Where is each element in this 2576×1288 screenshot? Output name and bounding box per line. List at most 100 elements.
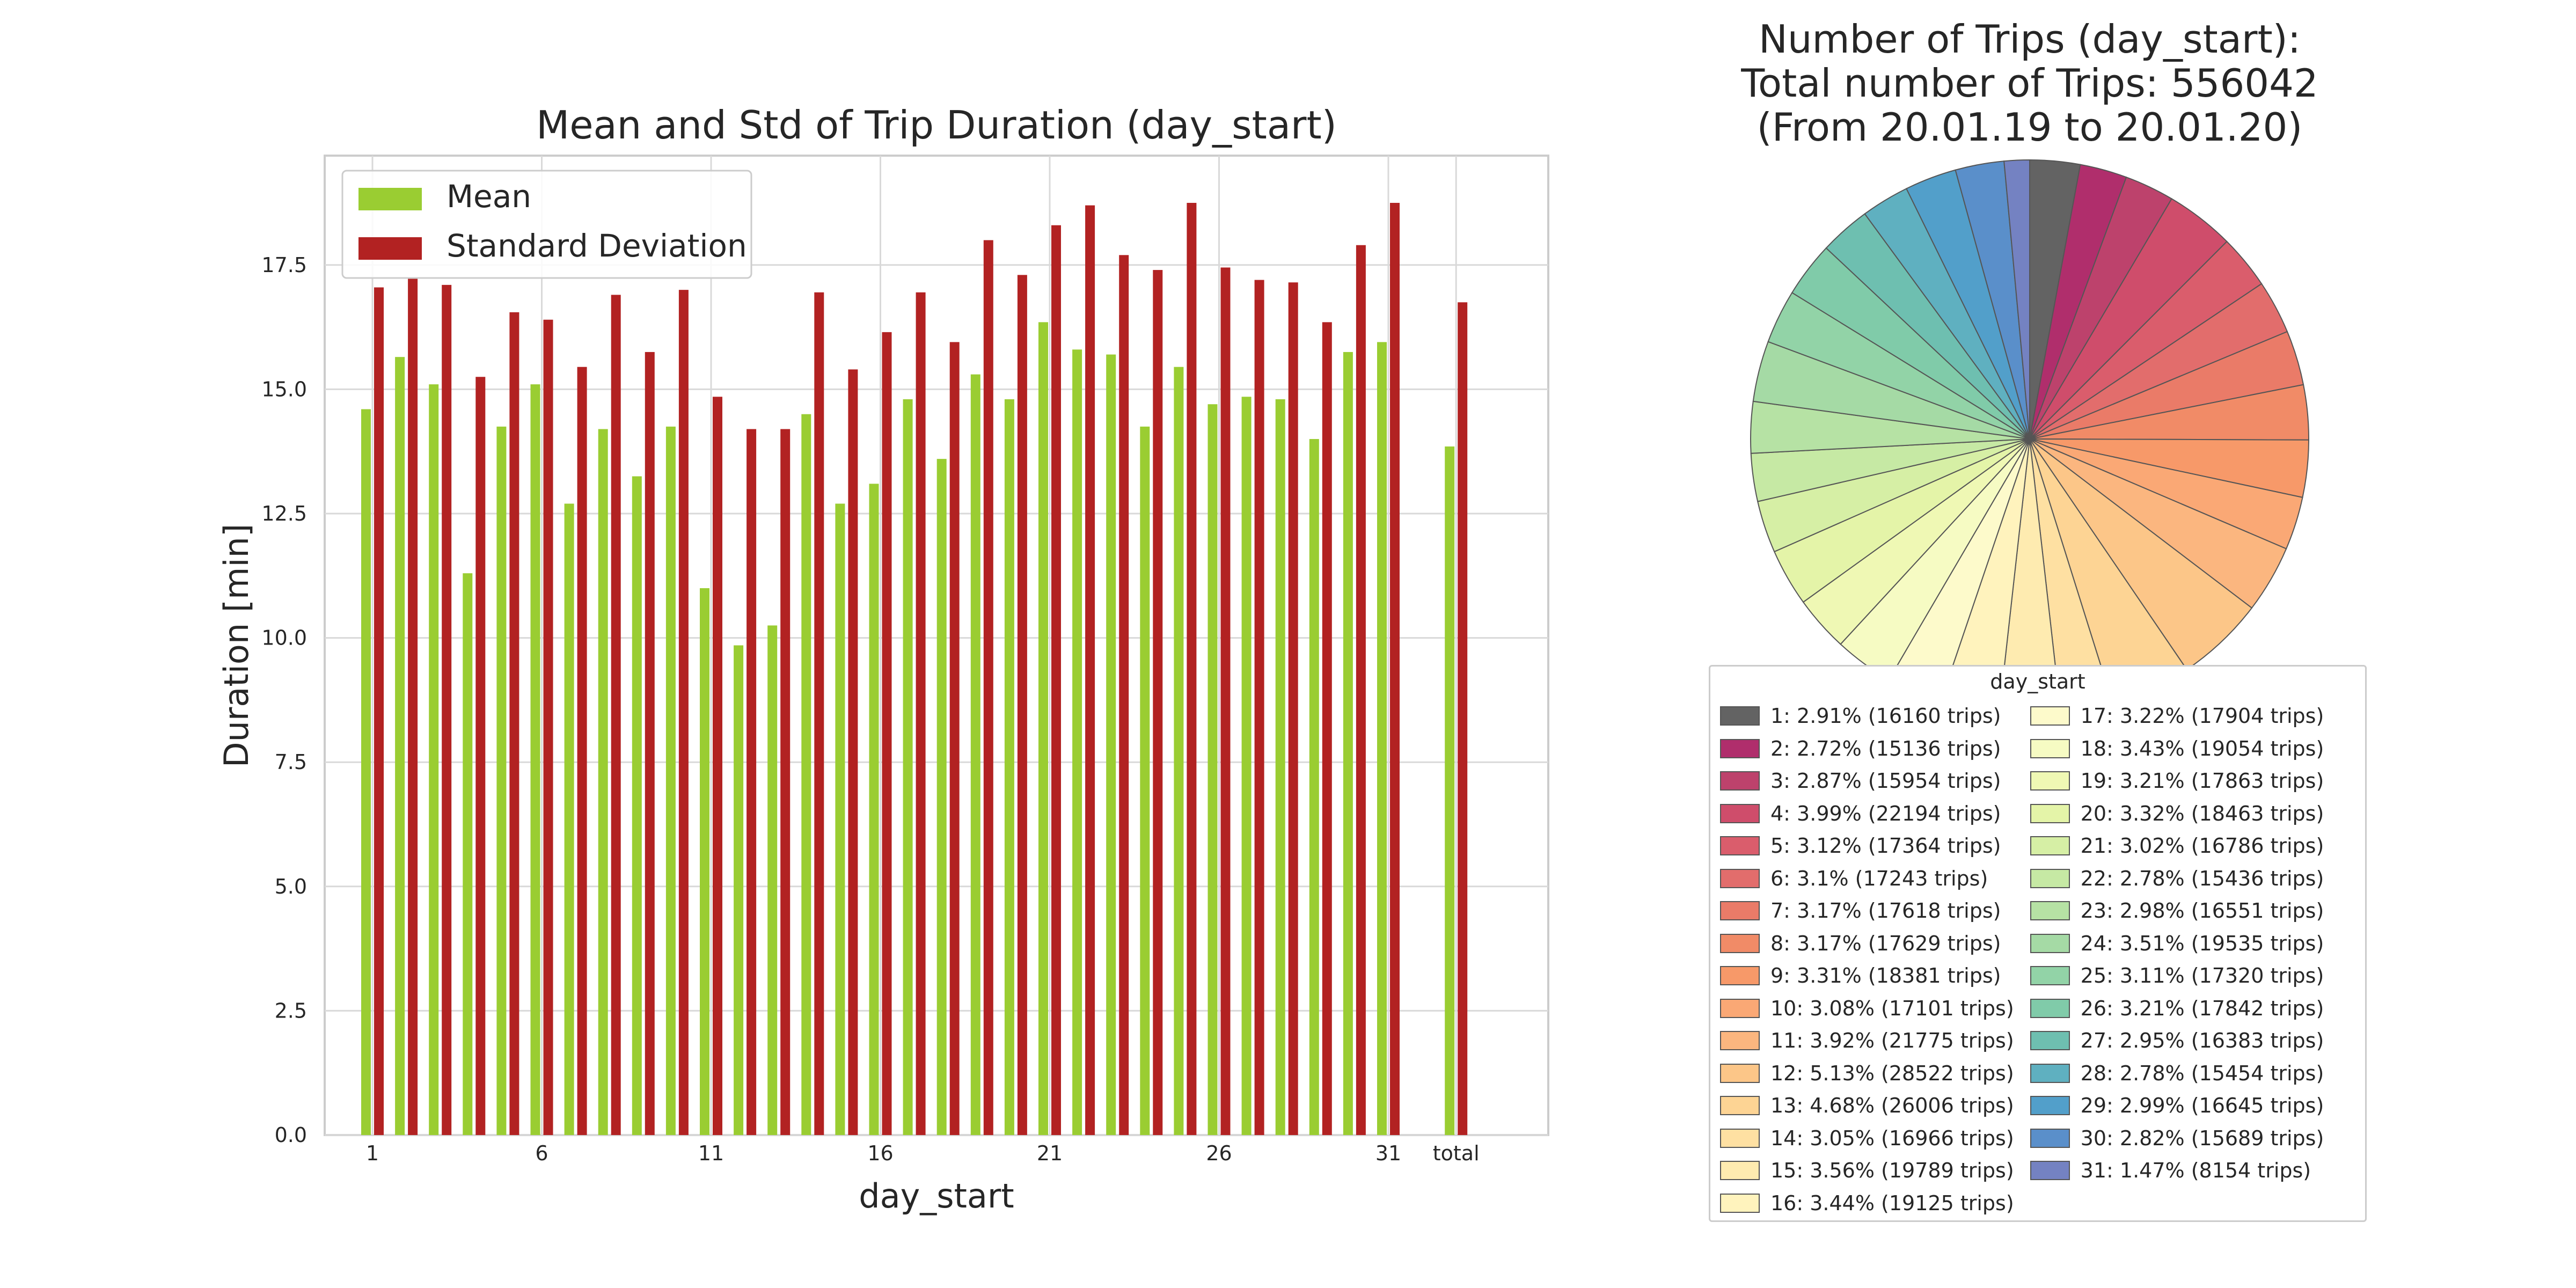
bar-chart-title: Mean and Std of Trip Duration (day_start…: [536, 103, 1337, 148]
pie-legend-swatch: [1720, 1128, 1760, 1148]
pie-legend-swatch: [1720, 706, 1760, 726]
bar-std: [1458, 302, 1468, 1135]
bar-std: [408, 277, 418, 1135]
bar-mean: [1174, 367, 1184, 1135]
pie-legend-label: 30: 2.82% (15689 trips): [2080, 1126, 2324, 1150]
y-tick-label: 2.5: [275, 999, 307, 1022]
bar-mean: [665, 426, 676, 1136]
pie-legend-swatch: [1720, 933, 1760, 953]
pie-legend-label: 4: 3.99% (22194 trips): [1770, 801, 2001, 825]
bar-std: [611, 295, 621, 1135]
pie-legend-swatch: [2030, 706, 2070, 726]
pie-legend-label: 6: 3.1% (17243 trips): [1770, 866, 1988, 890]
pie-legend-item: 12: 5.13% (28522 trips): [1720, 1057, 2014, 1090]
bar-legend: Mean Standard Deviation: [341, 170, 752, 279]
pie-legend-item: 5: 3.12% (17364 trips): [1720, 830, 2014, 862]
pie-legend-swatch: [1720, 901, 1760, 921]
pie-legend-item: 7: 3.17% (17618 trips): [1720, 895, 2014, 927]
bar-mean: [496, 426, 507, 1136]
pie-legend-swatch: [2030, 738, 2070, 758]
bar-mean: [1275, 399, 1285, 1135]
bar-std: [1187, 203, 1197, 1136]
bar-mean: [1140, 426, 1150, 1136]
bar-std: [983, 240, 993, 1135]
pie-legend-label: 14: 3.05% (16966 trips): [1770, 1126, 2014, 1150]
bar-std: [1085, 205, 1095, 1135]
pie-legend-item: 31: 1.47% (8154 trips): [2030, 1154, 2324, 1187]
bar-std: [814, 292, 824, 1135]
bar-std: [1119, 255, 1129, 1135]
bar-mean: [1004, 399, 1014, 1135]
pie-legend: day_start 1: 2.91% (16160 trips) 2: 2.72%…: [1709, 665, 2367, 1222]
bar-mean: [395, 357, 405, 1135]
pie-legend-item: 22: 2.78% (15436 trips): [2030, 862, 2324, 895]
bar-marks: [361, 203, 1468, 1136]
y-tick-label: 17.5: [261, 253, 307, 277]
pie-title-line-1: Number of Trips (day_start):: [1759, 17, 2301, 62]
pie-legend-column-left: 1: 2.91% (16160 trips) 2: 2.72% (15136 tr…: [1720, 700, 2014, 1219]
bar-mean: [903, 399, 913, 1135]
bar-std: [882, 332, 892, 1135]
pie-legend-label: 29: 2.99% (16645 trips): [2080, 1094, 2324, 1118]
bar-std: [1390, 203, 1400, 1136]
bar-std: [543, 319, 553, 1135]
x-tick-labels: 1 6 11 16 21 26 31 total: [366, 1141, 1480, 1165]
pie-legend-item: 18: 3.43% (19054 trips): [2030, 733, 2324, 765]
pie-legend-item: 24: 3.51% (19535 trips): [2030, 927, 2324, 960]
bar-mean: [970, 374, 980, 1135]
pie-legend-label: 12: 5.13% (28522 trips): [1770, 1061, 2014, 1085]
pie-legend-item: 4: 3.99% (22194 trips): [1720, 797, 2014, 830]
pie-legend-swatch: [2030, 1031, 2070, 1051]
pie-legend-label: 15: 3.56% (19789 trips): [1770, 1159, 2014, 1183]
pie-legend-item: 2: 2.72% (15136 trips): [1720, 733, 2014, 765]
bar-std: [509, 312, 519, 1135]
pie-legend-swatch: [2030, 868, 2070, 888]
legend-swatch-std: [358, 237, 422, 260]
pie-legend-label: 8: 3.17% (17629 trips): [1770, 931, 2001, 955]
pie-legend-swatch: [1720, 966, 1760, 986]
bar-std: [374, 287, 384, 1136]
bar-std: [1322, 322, 1332, 1135]
bar-mean: [1208, 404, 1218, 1135]
bar-mean: [1038, 322, 1048, 1135]
bar-std: [645, 352, 655, 1135]
pie-legend-label: 27: 2.95% (16383 trips): [2080, 1029, 2324, 1053]
pie-legend-swatch: [1720, 998, 1760, 1018]
pie-legend-label: 21: 3.02% (16786 trips): [2080, 834, 2324, 858]
bar-legend-box: [341, 170, 752, 279]
legend-swatch-mean: [358, 188, 422, 210]
pie-legend-swatch: [2030, 1128, 2070, 1148]
bar-std: [678, 290, 689, 1135]
pie-legend-label: 2: 2.72% (15136 trips): [1770, 736, 2001, 760]
pie-title-line-2: Total number of Trips: 556042: [1740, 61, 2318, 106]
pie-legend-columns: 1: 2.91% (16160 trips) 2: 2.72% (15136 tr…: [1720, 700, 2324, 1219]
bar-mean: [361, 409, 371, 1135]
bar-std: [1356, 245, 1366, 1136]
bar-std: [747, 429, 757, 1135]
pie-slices: [1750, 159, 2310, 719]
bar-mean: [700, 588, 709, 1135]
bar-mean: [598, 429, 608, 1135]
bar-std: [713, 397, 722, 1135]
x-tick-label: 16: [867, 1141, 893, 1165]
pie-legend-item: 1: 2.91% (16160 trips): [1720, 700, 2014, 733]
bar-std: [1051, 225, 1061, 1135]
bar-std: [848, 369, 858, 1135]
pie-legend-swatch: [1720, 1161, 1760, 1181]
pie-legend-item: 15: 3.56% (19789 trips): [1720, 1154, 2014, 1187]
pie-legend-item: 29: 2.99% (16645 trips): [2030, 1089, 2324, 1122]
pie-legend-swatch: [2030, 998, 2070, 1018]
pie-legend-swatch: [2030, 803, 2070, 823]
pie-legend-item: 16: 3.44% (19125 trips): [1720, 1187, 2014, 1220]
bar-std: [442, 284, 452, 1135]
pie-legend-label: 5: 3.12% (17364 trips): [1770, 834, 2001, 858]
pie-legend-label: 20: 3.32% (18463 trips): [2080, 801, 2324, 825]
pie-legend-swatch: [2030, 966, 2070, 986]
pie-legend-swatch: [1720, 738, 1760, 758]
x-tick-label: 11: [698, 1141, 724, 1165]
x-tick-label: 26: [1206, 1141, 1232, 1165]
bar-mean: [1377, 342, 1387, 1136]
pie-legend-item: 14: 3.05% (16966 trips): [1720, 1122, 2014, 1155]
